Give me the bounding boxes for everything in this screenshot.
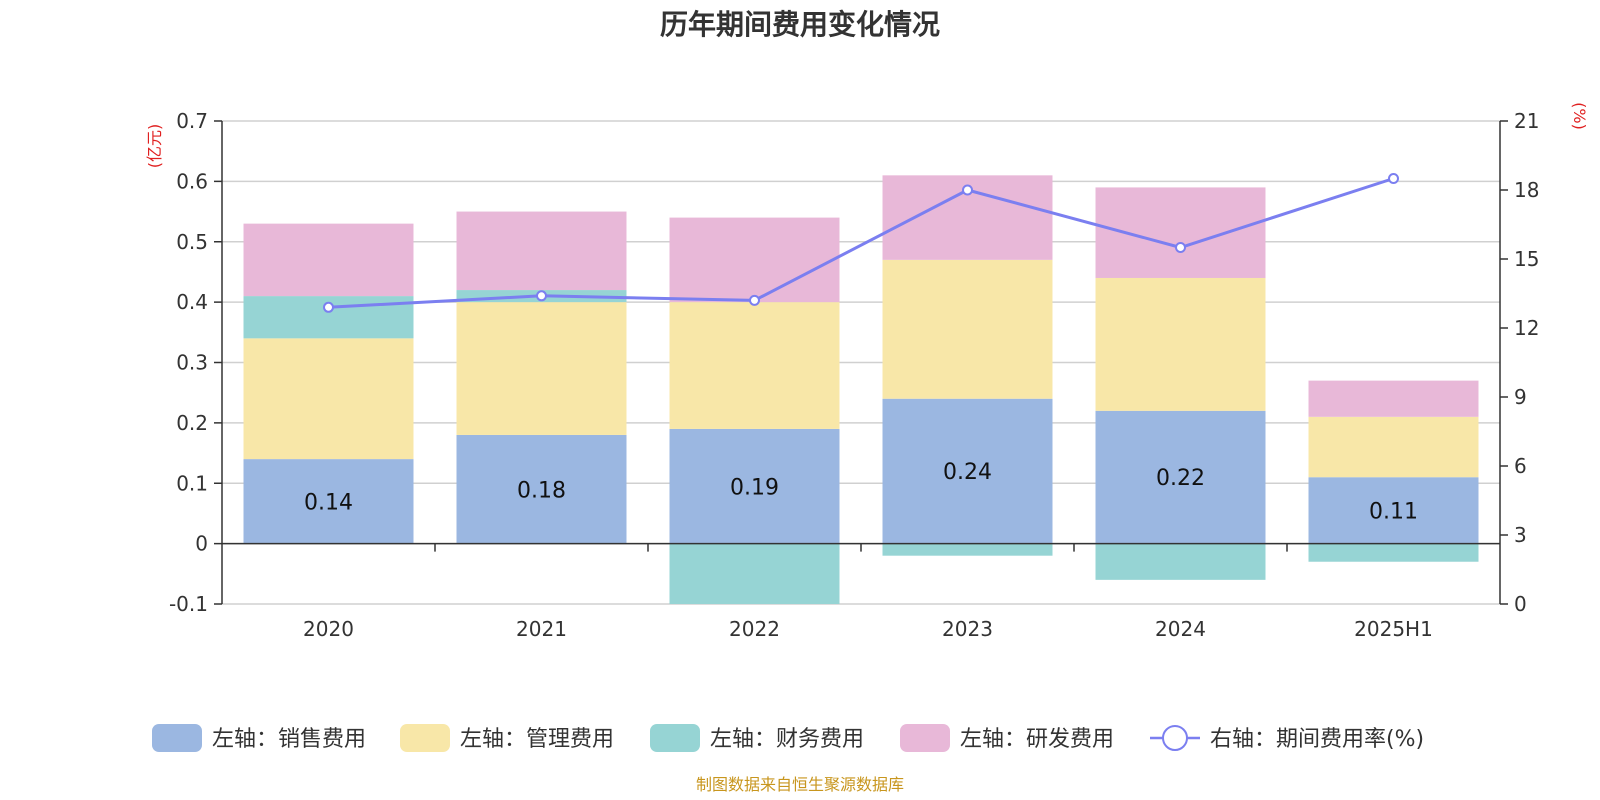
- x-tick-label: 2023: [942, 617, 993, 641]
- bar-segment-1: [882, 259, 1053, 399]
- legend-swatch: [650, 724, 700, 752]
- bar-segment-2: [669, 543, 840, 604]
- left-axis-unit: (亿元): [145, 124, 164, 169]
- left-tick-label: -0.1: [169, 592, 208, 616]
- legend-label: 左轴：管理费用: [460, 727, 614, 752]
- legend-label: 左轴：销售费用: [212, 727, 366, 752]
- rate-point: [749, 294, 760, 306]
- bar-labels: 0.14 0.18 0.19 0.24 0.22 0.11: [304, 460, 1418, 524]
- x-tick-label: 2025H1: [1354, 617, 1433, 641]
- right-tick-label: 12: [1514, 316, 1539, 340]
- legend-item: 左轴：销售费用: [152, 724, 366, 752]
- right-axis-unit: (%): [1570, 102, 1589, 130]
- left-tick-label: 0.7: [176, 109, 208, 133]
- left-tick-label: 0.2: [176, 411, 208, 435]
- chart-title: 历年期间费用变化情况: [660, 8, 940, 41]
- rate-line: [328, 177, 1394, 309]
- bar-segment-0: [1308, 477, 1479, 544]
- source-note: 制图数据来自恒生聚源数据库: [696, 775, 904, 794]
- left-tick-label: 0.3: [176, 351, 208, 375]
- bar-segment-0: [669, 428, 840, 544]
- right-tick-label: 9: [1514, 385, 1527, 409]
- left-tick-label: 0.6: [176, 169, 208, 193]
- bar-segment-2: [882, 543, 1053, 556]
- bar-value-label: 0.22: [1156, 466, 1205, 491]
- rate-point: [323, 301, 334, 313]
- bar-segment-1: [456, 302, 627, 435]
- rate-point: [1175, 242, 1186, 253]
- legend: 左轴：销售费用 左轴：管理费用 左轴：财务费用 左轴：研发费用 右轴：期间费用率(%): [152, 724, 1424, 752]
- rate-point: [1388, 173, 1399, 184]
- legend-label: 左轴：财务费用: [710, 727, 864, 752]
- bar-value-label: 0.19: [730, 475, 779, 500]
- grid: [222, 120, 1500, 605]
- legend-swatch: [900, 724, 950, 752]
- x-tick-label: 2022: [729, 617, 780, 641]
- left-tick-label: 0.5: [176, 230, 208, 254]
- bar-segment-0: [1095, 410, 1266, 544]
- bar-segment-3: [456, 211, 627, 291]
- bar-segment-2: [1095, 543, 1266, 580]
- axes: -0.1 0 0.1 0.2 0.3 0.4 0.5 0.6 0.7 0 3 6 9 12 15 18 21 20…: [169, 109, 1539, 641]
- x-tick-label: 2021: [516, 617, 567, 641]
- legend-swatch: [400, 724, 450, 752]
- legend-swatch: [152, 724, 202, 752]
- x-tick-label: 2020: [303, 617, 354, 641]
- bar-value-label: 0.11: [1369, 499, 1418, 524]
- bar-segment-0: [882, 398, 1053, 544]
- right-tick-label: 18: [1514, 178, 1539, 202]
- bar-segment-1: [1308, 416, 1479, 478]
- left-tick-label: 0.4: [176, 290, 208, 314]
- bar-segment-1: [1095, 277, 1266, 411]
- right-tick-label: 3: [1514, 523, 1527, 547]
- x-tick-label: 2024: [1155, 617, 1206, 641]
- bar-segment-3: [669, 217, 840, 303]
- right-tick-label: 21: [1514, 109, 1539, 133]
- bar-segment-1: [669, 302, 840, 429]
- rate-point: [962, 184, 973, 196]
- line-series: [323, 173, 1399, 313]
- bar-segment-0: [243, 459, 414, 544]
- legend-item: 左轴：财务费用: [650, 724, 864, 752]
- right-tick-label: 0: [1514, 592, 1527, 616]
- left-tick-label: 0.1: [176, 471, 208, 495]
- bar-value-label: 0.18: [517, 478, 566, 503]
- bar-value-label: 0.14: [304, 490, 353, 515]
- legend-item: 右轴：期间费用率(%): [1150, 725, 1424, 752]
- bar-segment-3: [1308, 380, 1479, 417]
- legend-label: 右轴：期间费用率(%): [1210, 727, 1424, 752]
- bar-segment-1: [243, 338, 414, 460]
- bar-segment-2: [1308, 543, 1479, 562]
- bars: [243, 175, 1479, 604]
- bar-segment-3: [243, 223, 414, 297]
- bar-value-label: 0.24: [943, 460, 992, 485]
- rate-point: [536, 290, 547, 302]
- legend-label: 左轴：研发费用: [960, 727, 1114, 752]
- left-tick-label: 0: [195, 532, 208, 556]
- legend-circle-swatch: [1162, 725, 1188, 751]
- legend-item: 左轴：研发费用: [900, 724, 1114, 752]
- legend-item: 左轴：管理费用: [400, 724, 614, 752]
- right-tick-label: 6: [1514, 454, 1527, 478]
- bar-segment-0: [456, 434, 627, 544]
- right-tick-label: 15: [1514, 247, 1539, 271]
